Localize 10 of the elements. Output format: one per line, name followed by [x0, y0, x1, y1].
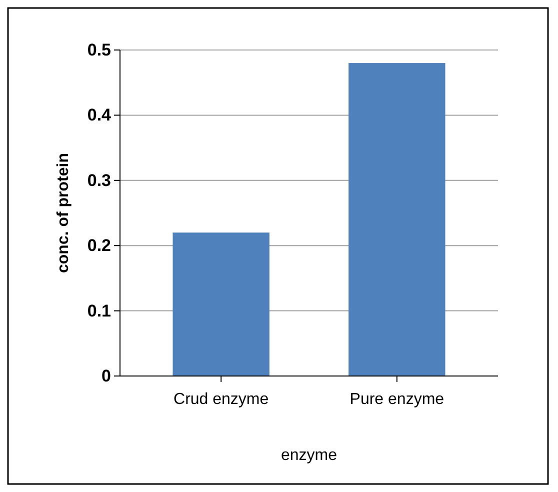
y-tick-label: 0.4: [87, 106, 112, 125]
y-tick-label: 0.5: [87, 40, 111, 60]
y-tick-label: 0.1: [87, 301, 111, 320]
y-axis-title: conc. of protein: [55, 153, 72, 273]
x-axis-title: enzyme: [280, 447, 338, 464]
y-tick-label: 0: [102, 366, 111, 386]
y-tick-label: 0.3: [87, 170, 111, 190]
x-tick-label: Pure enzyme: [350, 391, 444, 408]
y-tick-label: 0.2: [87, 236, 111, 256]
x-tick-label: Crud enzyme: [174, 391, 269, 408]
